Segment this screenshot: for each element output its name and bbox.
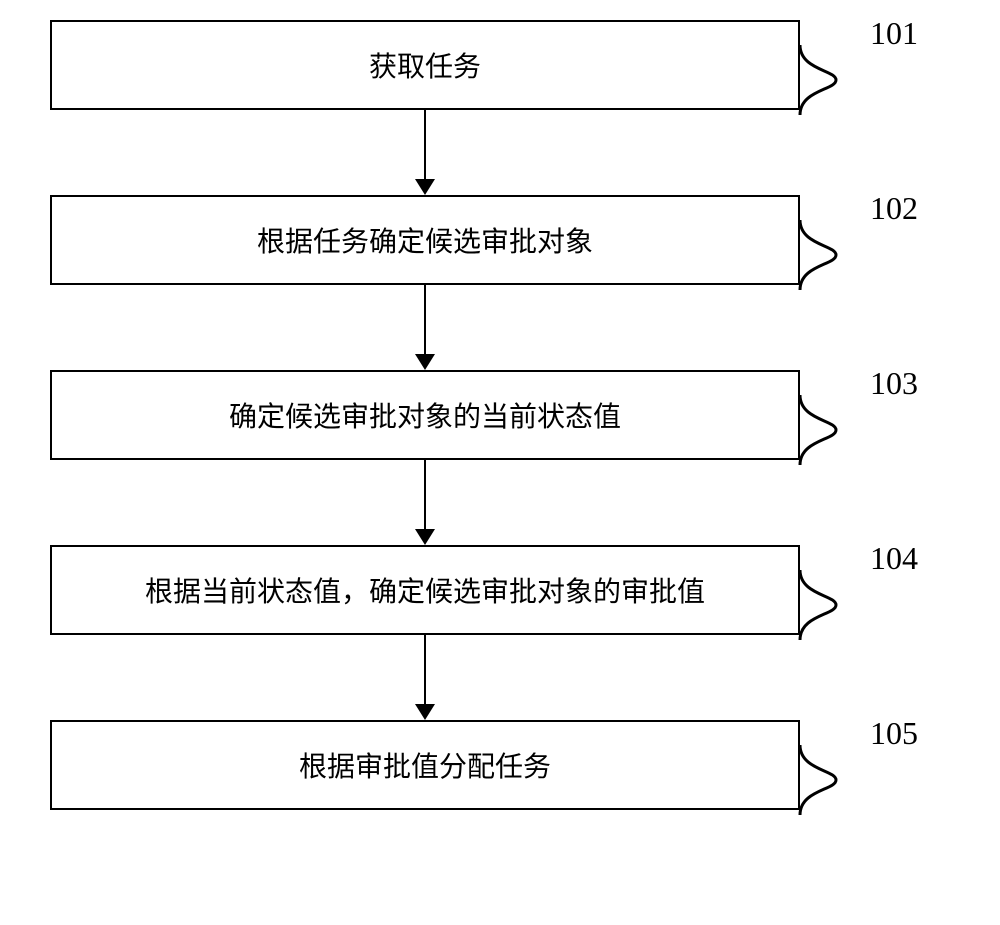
step-text: 根据当前状态值，确定候选审批对象的审批值 xyxy=(145,570,705,610)
flowchart-arrow xyxy=(410,110,440,200)
flowchart-step-103: 确定候选审批对象的当前状态值 xyxy=(50,370,800,460)
flowchart-step-101: 获取任务 xyxy=(50,20,800,110)
step-text: 确定候选审批对象的当前状态值 xyxy=(229,395,621,435)
flowchart-step-105: 根据审批值分配任务 xyxy=(50,720,800,810)
label-connector xyxy=(798,220,838,295)
step-text: 根据审批值分配任务 xyxy=(299,745,551,785)
label-connector xyxy=(798,45,838,120)
flowchart-arrow xyxy=(410,635,440,725)
label-connector xyxy=(798,570,838,645)
label-connector xyxy=(798,745,838,820)
step-text: 获取任务 xyxy=(369,45,481,85)
step-text: 根据任务确定候选审批对象 xyxy=(257,220,593,260)
flowchart-arrow xyxy=(410,460,440,550)
step-label: 105 xyxy=(870,715,918,752)
step-label: 101 xyxy=(870,15,918,52)
step-label: 104 xyxy=(870,540,918,577)
label-connector xyxy=(798,395,838,470)
flowchart-step-102: 根据任务确定候选审批对象 xyxy=(50,195,800,285)
flowchart-arrow xyxy=(410,285,440,375)
step-label: 103 xyxy=(870,365,918,402)
flowchart-step-104: 根据当前状态值，确定候选审批对象的审批值 xyxy=(50,545,800,635)
step-label: 102 xyxy=(870,190,918,227)
